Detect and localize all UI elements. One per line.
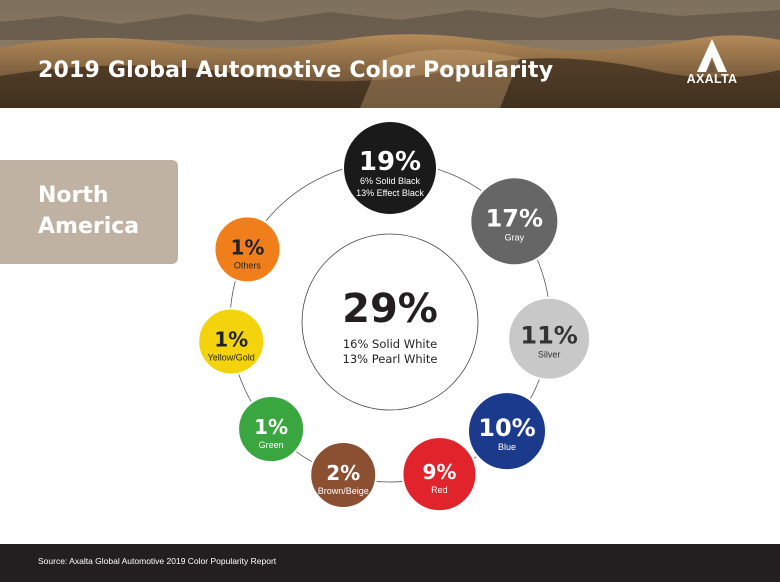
color-bubble: 11%Silver (507, 296, 592, 381)
bubble-shape (213, 215, 282, 284)
bubble-shape (467, 391, 548, 472)
color-bubbles: 19%6% Solid Black 13% Effect Black 17%Gray… (197, 120, 592, 513)
bubble-value-label: 2% (326, 461, 360, 485)
center-circle-shape (301, 233, 479, 411)
page-title: 2019 Global Automotive Color Popularity (38, 58, 554, 83)
source-note: Source: Axalta Global Automotive 2019 Co… (38, 556, 277, 566)
desert-dunes-image (0, 0, 780, 108)
bubble-value-label: 11% (520, 322, 577, 350)
bubble-value-label: 17% (486, 204, 543, 232)
color-bubble: 1%Yellow/Gold (197, 307, 266, 376)
bubble-shape (197, 307, 266, 376)
bubble-category-label: Silver (538, 350, 561, 360)
region-name: North America (38, 183, 140, 239)
logo-wordmark: AXALTA (686, 72, 738, 86)
bubble-shape (469, 176, 560, 267)
bubble-category-label: Brown/Beige (318, 486, 369, 496)
bubble-value-label: 1% (254, 415, 288, 439)
bubble-shape (401, 436, 478, 513)
bubble-category-label: Gray (505, 232, 525, 242)
center-detail-label: 13% Pearl White (343, 352, 438, 366)
bubble-category-label: Green (259, 440, 284, 450)
color-bubble: 2%Brown/Beige (309, 441, 378, 510)
footer-bar: Source: Axalta Global Automotive 2019 Co… (0, 544, 780, 582)
bubble-value-label: 1% (214, 327, 248, 351)
bubble-value-label: 1% (230, 235, 264, 259)
color-bubble: 9%Red (401, 436, 478, 513)
bubble-shape (309, 441, 378, 510)
bubble-category-label: 6% Solid Black (360, 176, 421, 186)
bubble-category-label: Blue (498, 442, 516, 452)
bubble-value-label: 9% (422, 460, 456, 484)
region-label-box: North America (0, 160, 178, 264)
axalta-logo: AXALTA (680, 36, 744, 92)
color-bubble: 17%Gray (469, 176, 560, 267)
bubble-value-label: 10% (478, 414, 535, 442)
bubble-category-label: Red (431, 485, 448, 495)
color-bubble: 1%Others (213, 215, 282, 284)
bubble-category-label: Yellow/Gold (208, 352, 255, 362)
bubble-category-label: Others (234, 260, 262, 270)
axalta-logo-mark-icon (697, 39, 727, 72)
center-value-label: 29% (342, 286, 438, 332)
bubble-category-label: 13% Effect Black (356, 188, 424, 198)
header-banner: 2019 Global Automotive Color Popularity … (0, 0, 780, 108)
bubble-shape (507, 296, 592, 381)
bubble-shape (342, 120, 438, 216)
center-detail-label: 16% Solid White (343, 337, 437, 351)
color-bubble: 1%Green (237, 395, 306, 464)
center-white-circle: 29% 16% Solid White 13% Pearl White (301, 233, 479, 411)
bubble-shape (237, 395, 306, 464)
bubble-value-label: 19% (359, 147, 421, 177)
color-bubble: 10%Blue (467, 391, 548, 472)
color-bubble: 19%6% Solid Black 13% Effect Black (342, 120, 438, 216)
